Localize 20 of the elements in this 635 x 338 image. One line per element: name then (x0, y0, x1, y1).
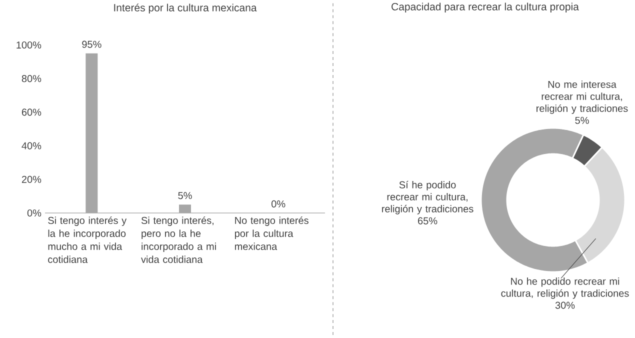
y-tick-label: 80% (22, 75, 42, 82)
y-tick-label: 0% (27, 209, 42, 217)
slice-label: No he podido recrear mi cultura, religión y tradiciones (501, 277, 629, 299)
y-tick-label: 60% (22, 108, 42, 116)
x-tick-label: Si tengo interés y la he incorporado mucho a mi vida cotidiana (48, 216, 127, 263)
data-label: 5% (178, 192, 192, 200)
y-tick-label: 100% (16, 41, 42, 49)
data-label: 65% (418, 217, 438, 224)
slice-label: No me interesa recrear mi cultura, religión y tradiciones (536, 80, 628, 114)
data-label: 0% (272, 200, 286, 208)
slice-label: Sí he podido recrear mi cultura, religión y tradiciones (382, 180, 474, 214)
data-label: 5% (575, 116, 589, 124)
chart-title: Capacidad para recrear la cultura propia (392, 2, 579, 12)
x-tick-label: Si tengo interés, pero no la he incorporado a mi vida cotidiana (141, 216, 216, 263)
x-tick-label: No tengo interés por la cultura mexicana (234, 216, 308, 250)
data-label: 95% (82, 40, 102, 48)
data-label: 30% (555, 302, 575, 309)
y-tick-label: 40% (22, 142, 42, 150)
chart-title: Interés por la cultura mexicana (114, 4, 257, 14)
y-tick-label: 20% (22, 176, 42, 183)
